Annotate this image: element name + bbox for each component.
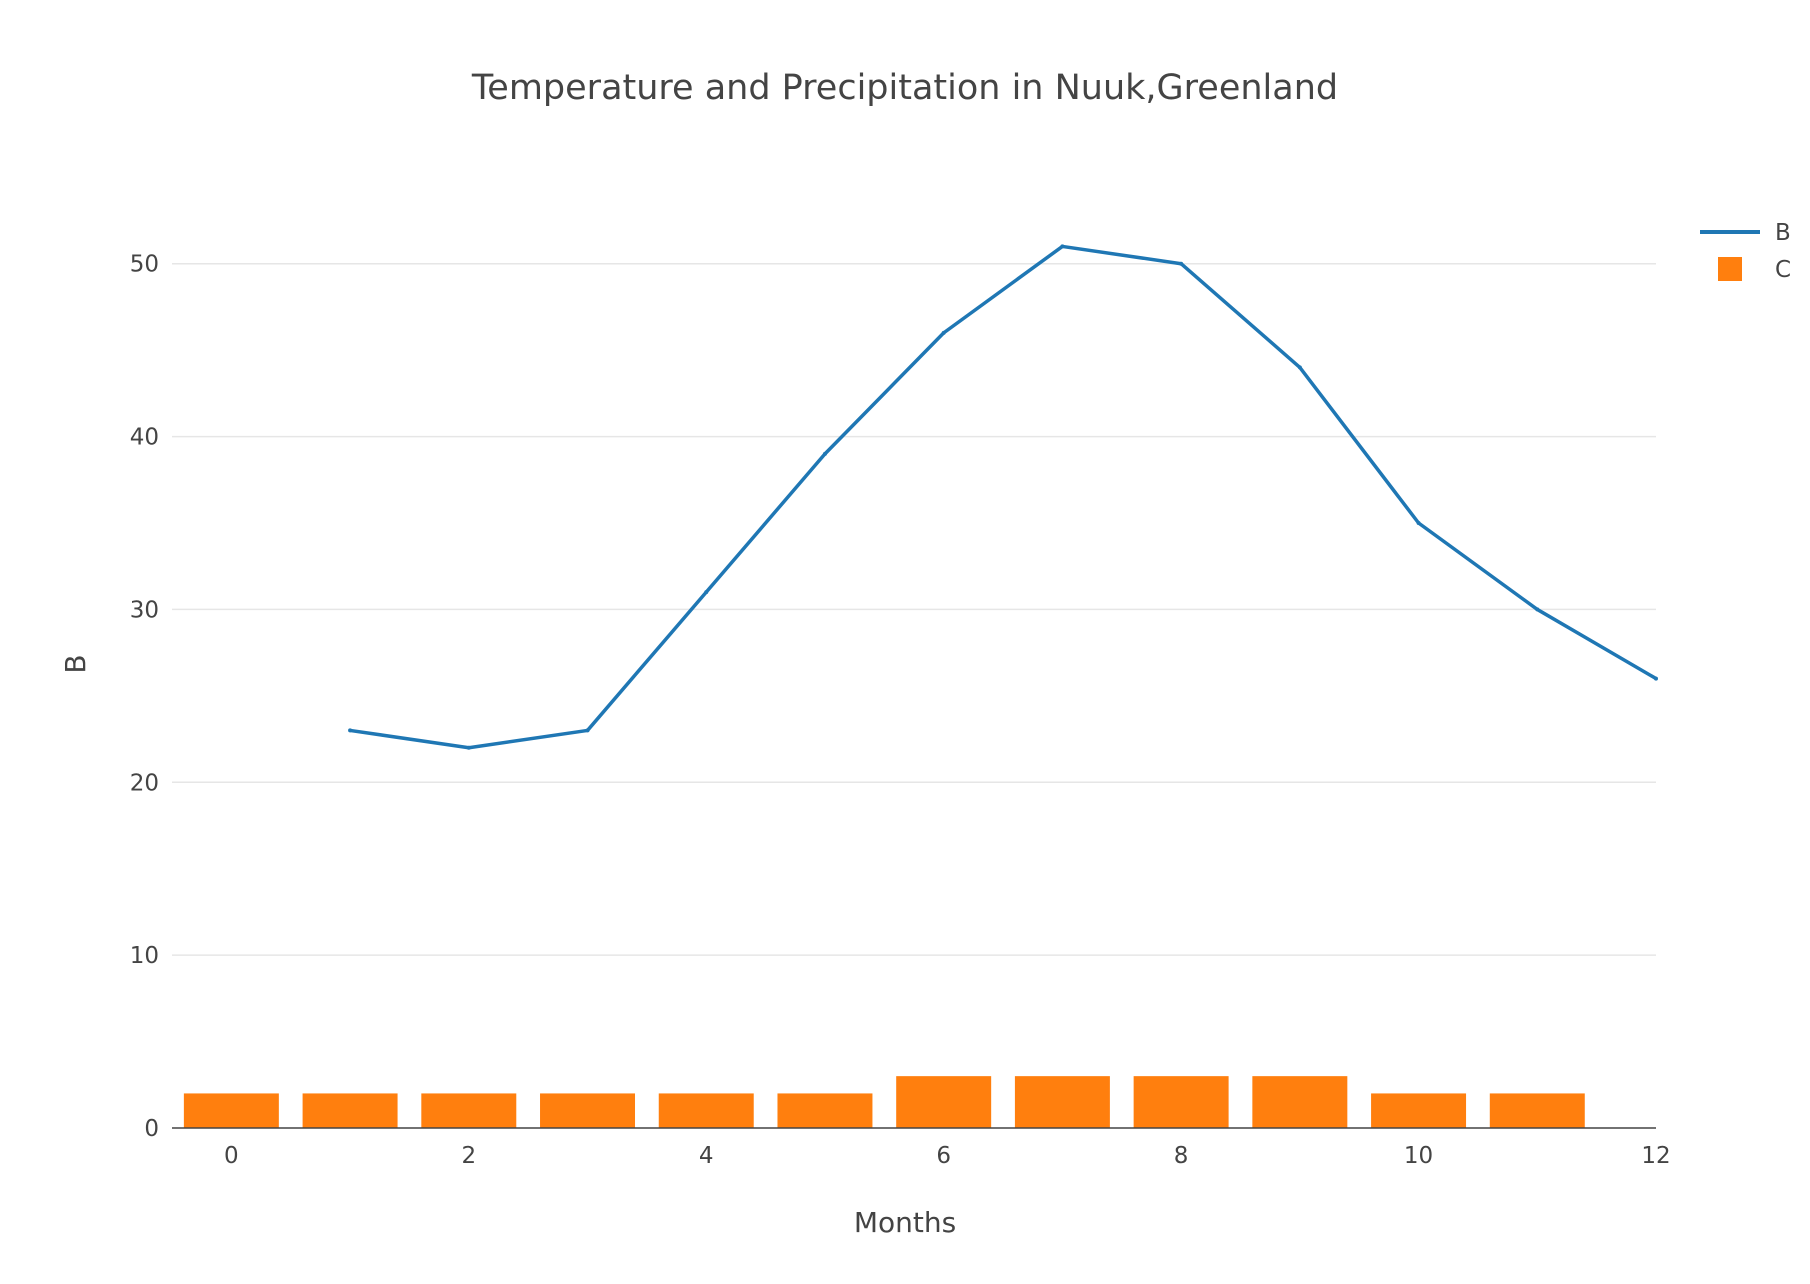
y-tick-label: 0 (144, 1116, 159, 1142)
line-point (941, 330, 946, 335)
bar (777, 1093, 873, 1128)
line-point (348, 728, 353, 733)
bar (302, 1093, 398, 1128)
bar (421, 1093, 517, 1128)
x-tick-label: 8 (1174, 1143, 1189, 1169)
gridlines (172, 262, 1656, 956)
line-point (466, 745, 471, 750)
x-tick-label: 10 (1404, 1143, 1433, 1169)
bar (1014, 1076, 1110, 1128)
bar (658, 1093, 754, 1128)
y-tick-label: 20 (130, 770, 159, 796)
legend-item-b[interactable]: B (1700, 220, 1791, 246)
legend-label: B (1775, 220, 1791, 246)
x-tick-label: 12 (1641, 1143, 1670, 1169)
line-point (1060, 244, 1065, 249)
x-tick-label: 4 (699, 1143, 714, 1169)
line-point (1654, 676, 1658, 681)
bar (1252, 1076, 1348, 1128)
x-axis-ticks: 0 2 4 6 8 10 12 (224, 1143, 1671, 1169)
legend-label: C (1775, 257, 1791, 283)
line-point (1179, 261, 1184, 266)
bar (540, 1093, 636, 1128)
line-point (1535, 607, 1540, 612)
bar (1133, 1076, 1229, 1128)
x-tick-label: 2 (461, 1143, 476, 1169)
bar (1371, 1093, 1467, 1128)
y-axis-title: B (59, 654, 92, 673)
x-tick-label: 6 (936, 1143, 951, 1169)
line-point (704, 590, 709, 595)
y-axis-ticks: 0 10 20 30 40 50 (130, 252, 159, 1142)
y-tick-label: 50 (130, 252, 159, 278)
bar (183, 1093, 279, 1128)
line-series-b (348, 244, 1658, 750)
y-tick-label: 30 (130, 597, 159, 623)
line-point (822, 451, 827, 456)
bar-series-c (183, 1076, 1585, 1128)
line-point (585, 728, 590, 733)
series-line (349, 244, 1657, 750)
x-tick-label: 0 (224, 1143, 239, 1169)
line-point (1416, 521, 1421, 525)
legend-item-c[interactable]: C (1718, 257, 1791, 283)
bar (896, 1076, 992, 1128)
legend-bar-swatch (1718, 257, 1742, 281)
legend[interactable]: BC (1700, 220, 1791, 283)
x-axis-title: Months (854, 1206, 956, 1239)
y-tick-label: 40 (130, 425, 159, 451)
line-point (1297, 365, 1302, 370)
y-tick-label: 10 (130, 943, 159, 969)
bar (1489, 1093, 1585, 1128)
chart-title: Temperature and Precipitation in Nuuk,Gr… (471, 68, 1338, 108)
